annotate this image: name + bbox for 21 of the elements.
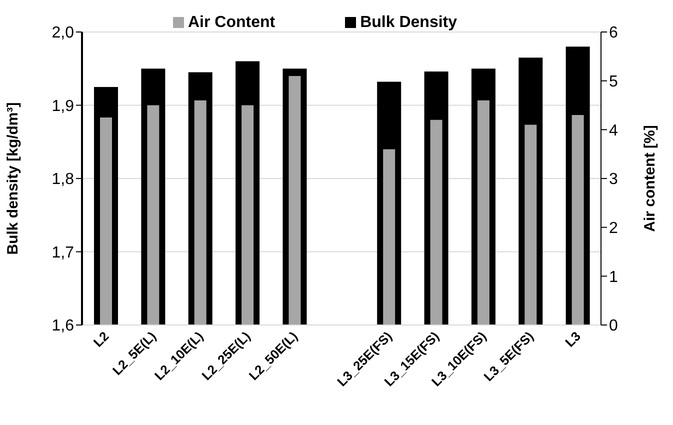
y-axis-title: Bulk density [kg/dm³]: [4, 102, 22, 255]
y2-tick-label: 5: [609, 74, 618, 91]
y2-tick-label: 1: [609, 268, 618, 286]
x-tick-label: L2: [90, 328, 112, 350]
y2-tick-label: 4: [609, 122, 618, 140]
y2-tick-label: 2: [609, 220, 618, 238]
legend-label: Air Content: [188, 14, 276, 31]
y2-tick-label: 6: [609, 24, 618, 42]
bar: [524, 124, 537, 325]
x-tick-label: L3: [562, 328, 584, 350]
y2-axis-title: Air content [%]: [641, 125, 658, 232]
y-tick-label: 1,6: [52, 318, 74, 335]
y-tick-label: 1,9: [52, 98, 74, 115]
y-tick-label: 2,0: [52, 24, 74, 42]
bar: [572, 115, 584, 325]
bar: [383, 149, 396, 325]
y-tick-label: 1,7: [52, 244, 74, 262]
y-tick-label: 1,8: [52, 171, 74, 188]
y2-tick-label: 3: [609, 171, 618, 188]
legend-label: Bulk Density: [360, 14, 458, 31]
y2-tick-label: 0: [609, 318, 618, 335]
